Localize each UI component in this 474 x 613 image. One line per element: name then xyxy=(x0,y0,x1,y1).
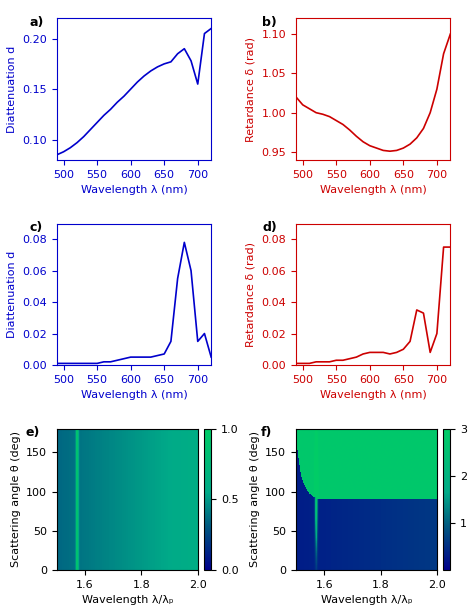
Y-axis label: Retardance δ (rad): Retardance δ (rad) xyxy=(246,242,256,347)
Text: a): a) xyxy=(29,15,44,29)
X-axis label: Wavelength λ (nm): Wavelength λ (nm) xyxy=(81,390,187,400)
X-axis label: Wavelength λ/λₚ: Wavelength λ/λₚ xyxy=(321,595,412,606)
Y-axis label: Retardance δ (rad): Retardance δ (rad) xyxy=(246,37,256,142)
Y-axis label: Diattenuation d: Diattenuation d xyxy=(7,45,17,133)
X-axis label: Wavelength λ/λₚ: Wavelength λ/λₚ xyxy=(82,595,173,606)
Text: c): c) xyxy=(29,221,42,234)
Text: e): e) xyxy=(26,426,40,439)
X-axis label: Wavelength λ (nm): Wavelength λ (nm) xyxy=(320,185,427,195)
Text: f): f) xyxy=(261,426,272,439)
Text: b): b) xyxy=(262,15,277,29)
X-axis label: Wavelength λ (nm): Wavelength λ (nm) xyxy=(320,390,427,400)
Y-axis label: Diattenuation d: Diattenuation d xyxy=(7,251,17,338)
Text: d): d) xyxy=(262,221,277,234)
X-axis label: Wavelength λ (nm): Wavelength λ (nm) xyxy=(81,185,187,195)
Y-axis label: Scattering angle θ (deg): Scattering angle θ (deg) xyxy=(10,432,20,568)
Y-axis label: Scattering angle θ (deg): Scattering angle θ (deg) xyxy=(250,432,260,568)
